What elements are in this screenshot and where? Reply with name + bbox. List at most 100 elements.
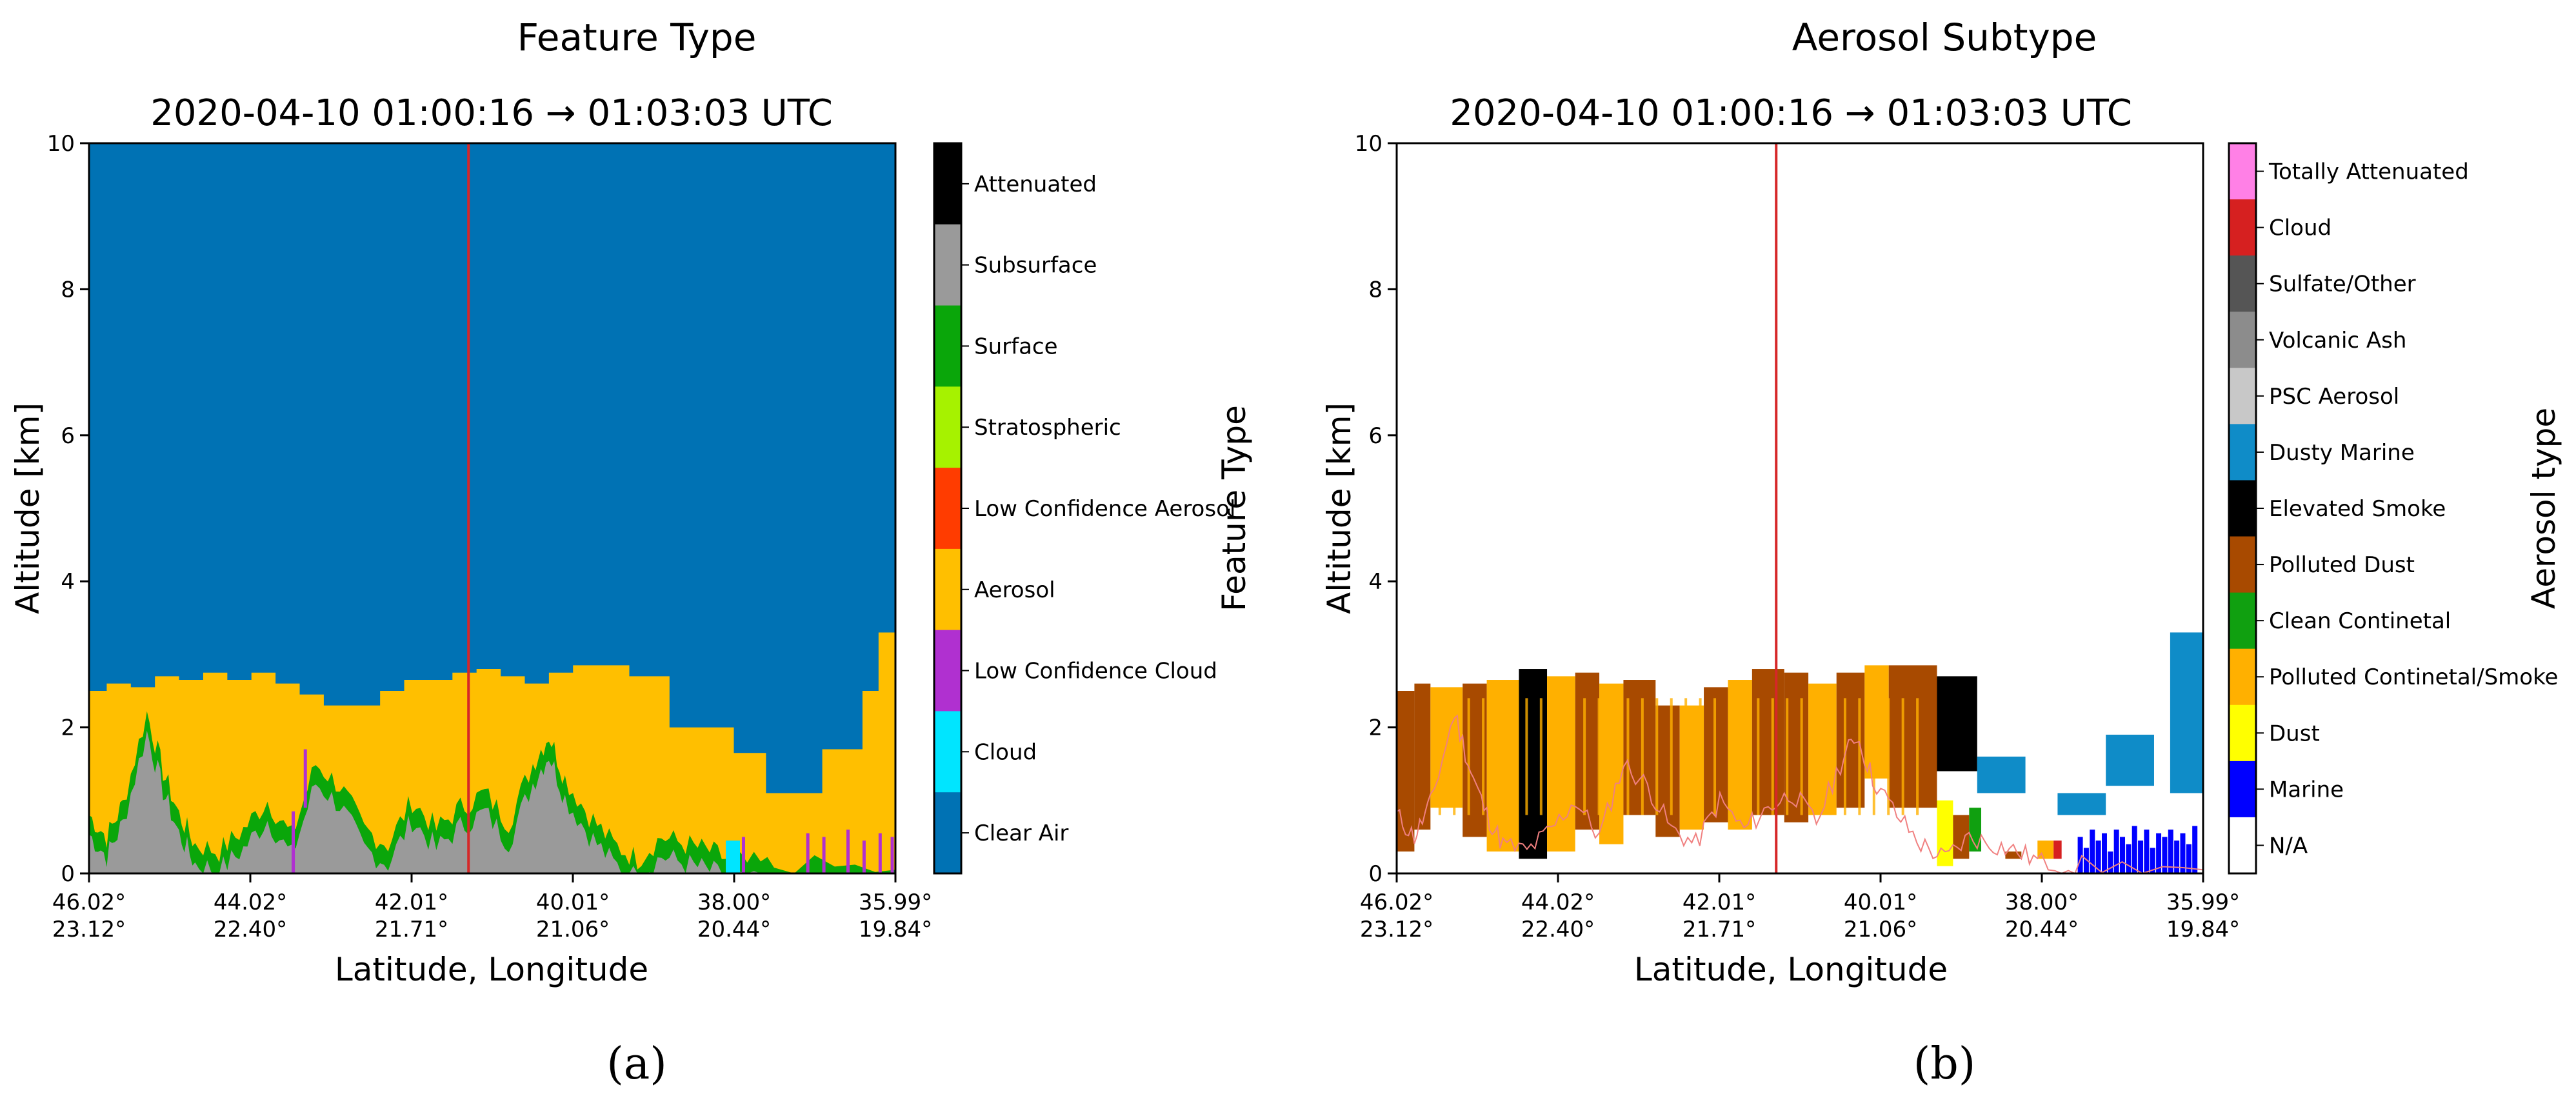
smoke-stripe (1626, 698, 1630, 815)
marine-column (2150, 848, 2155, 873)
x-tick-latitude: 46.02° (1360, 890, 1433, 915)
colorbar-class-label: Sulfate/Other (2269, 272, 2416, 297)
colorbar-swatch (2229, 761, 2256, 818)
colorbar-swatch (2229, 312, 2256, 368)
marine-column (2180, 833, 2186, 873)
marine-column (2083, 848, 2089, 873)
x-tick-latitude: 40.01° (536, 890, 610, 915)
panel-a-label: (a) (606, 1039, 667, 1090)
aerosol-segment (1977, 756, 2026, 793)
colorbar-swatch (934, 548, 961, 631)
colorbar-swatch (934, 468, 961, 550)
smoke-stripe (1568, 698, 1572, 815)
panel-b-x-axis-label: Latitude, Longitude (1634, 951, 1948, 988)
colorbar-class-label: Surface (974, 333, 1058, 359)
low-confidence-cloud-speck (806, 833, 810, 873)
smoke-stripe (1597, 698, 1601, 815)
colorbar-swatch (2229, 648, 2256, 706)
colorbar-swatch (934, 143, 961, 225)
aerosol-segment (1937, 800, 1953, 866)
colorbar-swatch (2229, 199, 2256, 256)
x-tick-latitude: 42.01° (1682, 890, 1756, 915)
panel-b-title: Aerosol Subtype (1792, 15, 2097, 59)
aerosol-layer (89, 632, 895, 873)
x-tick-latitude: 40.01° (1844, 890, 1917, 915)
y-tick-label: 6 (61, 423, 75, 449)
y-tick-label: 4 (1368, 569, 1383, 595)
panel-a-axes-frame (88, 142, 897, 875)
panel-b-x-ticks: 46.02°23.12° 44.02°22.40° 42.01°21.71° 40.0… (1360, 873, 2240, 942)
x-tick-longitude: 21.06° (1844, 917, 1917, 942)
marine-column (2126, 844, 2132, 873)
x-tick-longitude: 21.06° (536, 917, 610, 942)
aerosol-segment (1414, 683, 1431, 830)
smoke-stripe (1525, 698, 1528, 815)
marine-column (2138, 841, 2144, 873)
aerosol-segment (1430, 687, 1463, 808)
smoke-stripe (1612, 698, 1615, 815)
x-tick-latitude: 35.99° (859, 890, 932, 915)
x-tick-longitude: 19.84° (2166, 917, 2240, 942)
colorbar-swatch (934, 711, 961, 793)
colorbar-class-label: Cloud (2269, 215, 2331, 241)
panel-a-y-ticks: 0 2 4 6 8 10 (47, 131, 89, 887)
smoke-stripe (1655, 698, 1659, 815)
colorbar-swatch (934, 630, 961, 712)
marine-column (2144, 830, 2150, 873)
marine-column (2192, 826, 2198, 873)
colorbar-class-label: Polluted Dust (2269, 552, 2415, 578)
colorbar-class-label: Clean Continetal (2269, 608, 2451, 634)
x-tick-longitude: 23.12° (52, 917, 126, 942)
marine-column (2174, 841, 2180, 873)
smoke-stripe (1829, 698, 1832, 815)
x-tick-longitude: 21.71° (375, 917, 448, 942)
marine-column (2090, 830, 2095, 873)
smoke-stripe (1684, 698, 1688, 815)
aerosol-subtype-panel: Aerosol Subtype 2020-04-10 01:00:16 → 01… (1321, 15, 2562, 1090)
colorbar-swatch (934, 305, 961, 387)
aerosol-segment (1888, 665, 1937, 808)
smoke-stripe (1916, 698, 1919, 815)
colorbar-class-label: Low Confidence Cloud (974, 659, 1217, 684)
panel-b-axes-frame (1395, 142, 2204, 875)
x-tick-latitude: 44.02° (214, 890, 287, 915)
panel-a-x-axis-label: Latitude, Longitude (335, 951, 648, 988)
smoke-stripe (1872, 698, 1875, 815)
colorbar-swatch (2229, 704, 2256, 762)
colorbar-class-label: Dusty Marine (2269, 440, 2415, 466)
panel-a-title: Feature Type (517, 15, 757, 59)
low-confidence-cloud-speck (822, 837, 826, 873)
aerosol-segment (2053, 841, 2062, 859)
aerosol-segment (2170, 632, 2203, 793)
panel-a-y-axis-label: Altitude [km] (9, 403, 46, 614)
x-tick-longitude: 19.84° (859, 917, 932, 942)
smoke-stripe (1438, 698, 1441, 815)
marine-column (2120, 837, 2126, 873)
aerosol-segment (1655, 705, 1680, 837)
panel-b-colorbar-label: Aerosol type (2525, 408, 2562, 609)
panel-b-plot-area (1397, 143, 2203, 873)
marine-column (2132, 826, 2137, 873)
aerosol-segment (2005, 851, 2022, 859)
marine-column (2168, 830, 2173, 873)
smoke-stripe (1583, 698, 1586, 815)
colorbar-class-label: Marine (2269, 777, 2344, 802)
panel-a-subtitle: 2020-04-10 01:00:16 → 01:03:03 UTC (150, 92, 833, 134)
low-confidence-cloud-speck (862, 841, 866, 873)
x-tick-longitude: 21.71° (1682, 917, 1756, 942)
panel-b-y-ticks: 0 2 4 6 8 10 (1355, 131, 1397, 887)
smoke-stripe (1742, 698, 1745, 815)
panel-a-curtain (89, 143, 895, 873)
x-tick-longitude: 20.44° (2005, 917, 2079, 942)
x-tick-longitude: 23.12° (1360, 917, 1433, 942)
x-tick-longitude: 22.40° (214, 917, 287, 942)
y-tick-label: 6 (1368, 423, 1383, 449)
colorbar-class-label: Totally Attenuated (2268, 159, 2469, 185)
smoke-stripe (1757, 698, 1760, 815)
smoke-stripe (1901, 698, 1904, 815)
aerosol-segment (1937, 676, 1977, 772)
smoke-stripe (1887, 698, 1890, 815)
marine-column (2156, 833, 2162, 873)
y-tick-label: 4 (61, 569, 75, 595)
aerosol-segment (1486, 680, 1519, 852)
